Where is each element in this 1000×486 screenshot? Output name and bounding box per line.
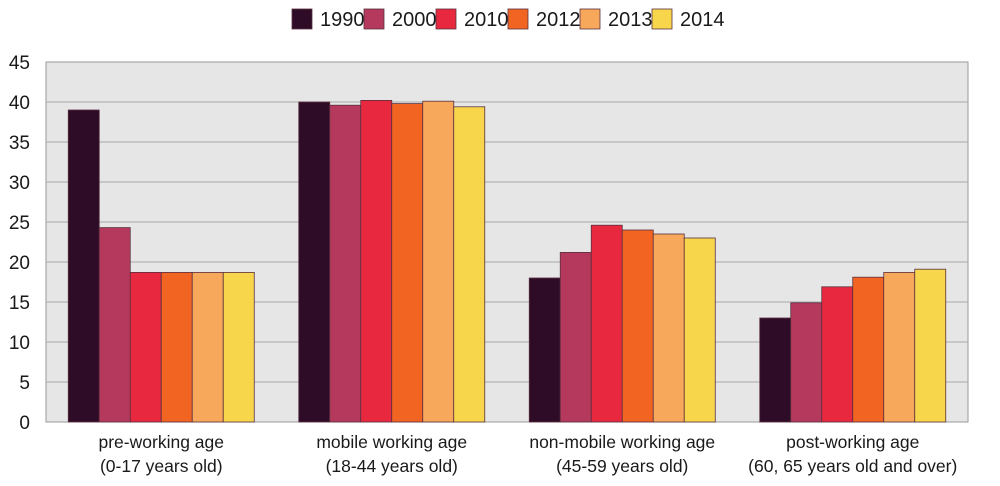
bar [298,101,331,423]
bar [652,233,685,423]
x-tick-label: post-working age [786,432,919,452]
y-tick-label: 15 [9,293,30,314]
legend-item: 2012 [507,8,581,31]
bar [360,100,393,423]
legend-swatch [579,8,601,30]
bar [191,271,224,423]
x-tick-label: pre-working age [99,432,224,452]
bar [790,302,823,423]
y-tick-label: 35 [9,133,30,154]
bar [914,268,947,423]
y-tick-label: 25 [9,213,30,234]
bar [391,103,424,423]
legend-label: 2010 [464,9,509,31]
bar [129,271,162,423]
bar [559,251,592,423]
y-tick-label: 40 [9,93,30,114]
bar [222,271,255,423]
legend-swatch [291,8,313,30]
bar [621,229,654,423]
bar [590,224,623,423]
bars [67,100,947,423]
x-tick-label: non-mobile working age [529,432,715,452]
bar [683,237,716,423]
x-axis: pre-working age (0-17 years old) mobile wo… [99,432,958,476]
legend-swatch [651,8,673,30]
legend-swatch [435,8,457,30]
x-tick-label: (18-44 years old) [326,456,458,476]
bar [528,277,561,423]
legend-item: 2014 [651,8,725,31]
legend-swatch [507,8,529,30]
bar [821,286,854,423]
legend-label: 2013 [608,9,653,31]
y-axis: 0 5 10 15 20 25 30 35 40 45 [9,53,30,434]
legend-item: 2013 [579,8,653,31]
y-tick-label: 20 [9,253,30,274]
legend: 1990 2000 2010 2012 2013 2014 [291,8,725,31]
bar [422,100,455,423]
y-tick-label: 45 [9,53,30,74]
legend-item: 1990 [291,8,365,31]
y-tick-label: 5 [19,373,30,394]
bar [883,271,916,423]
legend-label: 2014 [680,9,725,31]
x-tick-label: (45-59 years old) [556,456,688,476]
y-tick-label: 30 [9,173,30,194]
legend-item: 2000 [363,8,437,31]
bar [329,104,362,423]
x-tick-label: (0-17 years old) [100,456,223,476]
x-tick-label: mobile working age [316,432,467,452]
legend-label: 1990 [320,9,365,31]
bar [98,227,131,423]
bar [160,271,193,423]
y-tick-label: 10 [9,333,30,354]
bar [67,109,100,423]
x-tick-label: (60, 65 years old and over) [748,456,957,476]
legend-swatch [363,8,385,30]
y-tick-label: 0 [19,413,30,434]
legend-item: 2010 [435,8,509,31]
bar [759,317,792,423]
bar [453,106,486,423]
bar [852,276,885,423]
legend-label: 2000 [392,9,437,31]
legend-label: 2012 [536,9,581,31]
